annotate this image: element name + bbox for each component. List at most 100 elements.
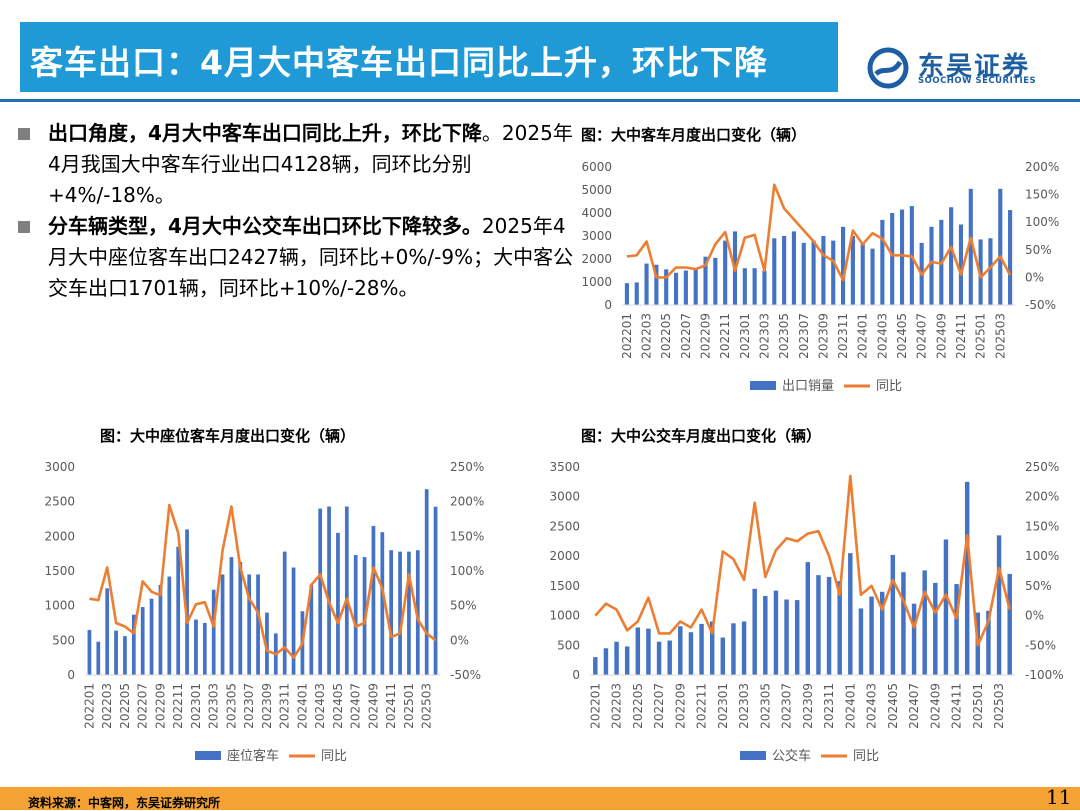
soochow-logo-icon bbox=[867, 47, 909, 89]
bar bbox=[880, 219, 885, 305]
y-right-tick-label: -50% bbox=[450, 668, 481, 682]
y-right-tick-label: 50% bbox=[1025, 243, 1052, 257]
bar bbox=[996, 535, 1002, 675]
y-left-tick-label: 0 bbox=[572, 668, 580, 682]
x-tick-label: 202203 bbox=[640, 313, 654, 359]
x-tick-label: 202305 bbox=[777, 313, 791, 359]
x-tick-label: 202309 bbox=[816, 313, 830, 359]
bar bbox=[752, 268, 757, 305]
bar bbox=[371, 525, 376, 675]
bar bbox=[176, 546, 181, 675]
x-tick-label: 202303 bbox=[207, 683, 221, 729]
x-tick-label: 202501 bbox=[402, 683, 416, 729]
logo-chinese: 东吴证券 bbox=[918, 52, 1031, 82]
bullet-heading: 出口角度，4月大中客车出口同比上升，环比下降 bbox=[48, 121, 482, 145]
y-left-tick-label: 3000 bbox=[581, 229, 612, 243]
bar bbox=[720, 637, 726, 675]
bar bbox=[318, 508, 323, 675]
bar bbox=[415, 550, 420, 675]
bar bbox=[773, 590, 779, 675]
bar bbox=[353, 555, 358, 675]
y-left-tick-label: 2500 bbox=[549, 519, 580, 533]
bar bbox=[731, 623, 736, 675]
bar bbox=[816, 575, 821, 675]
bar bbox=[713, 257, 718, 305]
bar bbox=[899, 209, 905, 305]
legend-line-label: 同比 bbox=[321, 749, 347, 764]
x-tick-label: 202201 bbox=[620, 313, 634, 359]
bar bbox=[131, 614, 136, 675]
bar bbox=[380, 532, 385, 675]
y-right-tick-label: 50% bbox=[1025, 579, 1052, 593]
y-right-tick-label: 150% bbox=[1025, 519, 1059, 533]
x-tick-label: 202301 bbox=[189, 683, 203, 729]
x-tick-label: 202207 bbox=[679, 313, 693, 359]
y-right-tick-label: 0% bbox=[450, 633, 469, 647]
x-tick-label: 202203 bbox=[100, 683, 114, 729]
y-left-tick-label: 2000 bbox=[549, 549, 580, 563]
bar bbox=[742, 268, 747, 305]
bar bbox=[309, 584, 314, 675]
x-tick-label: 202307 bbox=[780, 683, 794, 729]
x-tick-label: 202307 bbox=[797, 313, 811, 359]
bar bbox=[247, 574, 252, 675]
x-tick-label: 202405 bbox=[895, 313, 909, 359]
y-left-tick-label: 4000 bbox=[581, 206, 612, 220]
bar bbox=[424, 489, 429, 675]
title-underline bbox=[0, 99, 1080, 102]
bar bbox=[929, 226, 934, 305]
x-tick-label: 202205 bbox=[118, 683, 132, 729]
x-tick-label: 202307 bbox=[242, 683, 256, 729]
bar bbox=[634, 282, 639, 305]
x-tick-label: 202205 bbox=[631, 683, 645, 729]
footer-bar bbox=[0, 787, 1080, 810]
bar bbox=[624, 646, 630, 675]
x-tick-label: 202211 bbox=[718, 313, 732, 359]
bar bbox=[943, 539, 949, 675]
legend-bar-label: 出口销量 bbox=[782, 379, 834, 394]
bar bbox=[291, 567, 296, 675]
bar bbox=[229, 557, 234, 675]
y-right-tick-label: 250% bbox=[450, 460, 484, 474]
x-tick-label: 202311 bbox=[822, 683, 836, 729]
y-right-tick-label: 200% bbox=[450, 495, 484, 509]
bar bbox=[593, 657, 598, 675]
bar bbox=[693, 269, 698, 305]
y-left-tick-label: 1000 bbox=[549, 609, 580, 623]
legend-line-label: 同比 bbox=[876, 379, 902, 394]
bar bbox=[149, 598, 154, 675]
bar bbox=[220, 574, 225, 675]
bar bbox=[202, 623, 207, 675]
bar bbox=[105, 588, 110, 675]
bar bbox=[646, 628, 651, 675]
x-tick-label: 202209 bbox=[673, 683, 687, 729]
bar bbox=[344, 506, 349, 675]
x-tick-label: 202211 bbox=[171, 683, 185, 729]
x-tick-label: 202503 bbox=[992, 683, 1006, 729]
bar bbox=[821, 236, 826, 305]
bar bbox=[840, 226, 846, 305]
bar bbox=[922, 570, 927, 675]
bar bbox=[211, 589, 216, 675]
bar bbox=[860, 244, 865, 305]
x-tick-label: 202303 bbox=[737, 683, 751, 729]
bar bbox=[850, 236, 855, 305]
y-left-tick-label: 1000 bbox=[581, 275, 612, 289]
bar bbox=[958, 224, 964, 305]
bar bbox=[805, 562, 811, 675]
x-tick-label: 202405 bbox=[886, 683, 900, 729]
bar bbox=[336, 532, 340, 675]
title-banner bbox=[20, 22, 838, 92]
bullet-body: 2025年4月大中座位客车出口2427辆，同环比+0%/-9%；大中客公交车出口… bbox=[48, 214, 574, 300]
x-tick-label: 202205 bbox=[659, 313, 673, 359]
bar bbox=[901, 572, 906, 675]
x-tick-label: 202409 bbox=[934, 313, 948, 359]
bar bbox=[964, 481, 970, 675]
legend-bar-label: 座位客车 bbox=[227, 748, 279, 764]
bar bbox=[869, 596, 874, 675]
y-left-tick-label: 2000 bbox=[44, 529, 75, 543]
bar bbox=[256, 574, 260, 675]
y-right-tick-label: 150% bbox=[1025, 188, 1059, 202]
bar bbox=[654, 264, 659, 305]
bar bbox=[826, 576, 832, 675]
